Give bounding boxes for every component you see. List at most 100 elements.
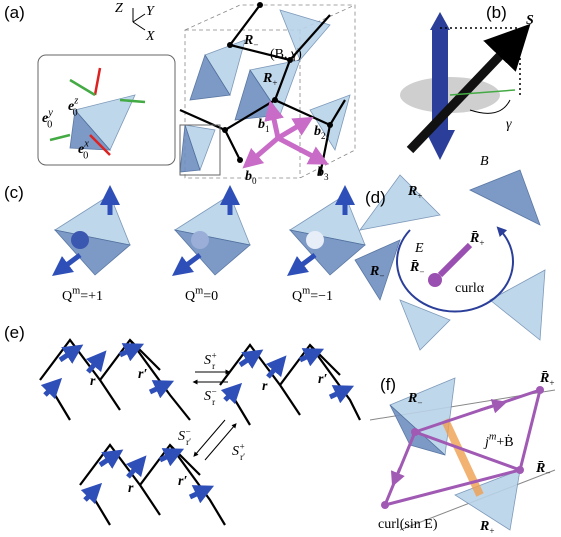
bonds <box>220 345 360 425</box>
label-base: Q <box>185 289 195 304</box>
label-sup: − <box>185 426 191 436</box>
label-base: R̄ <box>539 371 549 386</box>
site-label: R̄+ <box>539 371 554 388</box>
operator-label: S−r <box>204 386 217 407</box>
label-base: R <box>262 71 272 86</box>
label-base: Q <box>62 289 72 304</box>
label-sub: 0 <box>73 108 78 119</box>
site-label: R− <box>243 33 258 50</box>
label-rest: =−1 <box>310 289 333 304</box>
label-sub: 1 <box>265 124 270 134</box>
label-sub: 0 <box>47 120 52 131</box>
label-base: S <box>232 444 239 459</box>
label-base: b <box>314 124 321 139</box>
panel-label: (f) <box>380 375 396 394</box>
label-sub: r <box>212 361 215 371</box>
label-base: R̄ <box>469 231 479 246</box>
operator-label: S+r′ <box>232 441 245 462</box>
label-base: b <box>245 169 252 184</box>
loop-arrow <box>480 404 500 410</box>
bonds <box>40 340 190 420</box>
label-sub: 3 <box>324 172 329 182</box>
label-base: R <box>243 33 253 48</box>
bonds <box>80 445 225 525</box>
vector-arrow <box>278 122 305 138</box>
current-label: jm+Ḃ <box>483 432 514 450</box>
site-label: R+ <box>479 519 494 536</box>
label-base: S <box>178 429 185 444</box>
spin-label: S <box>526 13 534 28</box>
operator-label: S−r′ <box>178 426 191 447</box>
panel-label: (b) <box>486 3 507 22</box>
curl-label: curlα <box>455 281 485 296</box>
label-rest: =+1 <box>80 289 103 304</box>
panel-label: (a) <box>4 3 25 22</box>
label-sup: z <box>73 96 78 107</box>
label-base: R̄ <box>409 260 419 275</box>
label-sub: − <box>419 267 424 277</box>
label-base: S <box>204 353 211 368</box>
label-sup: + <box>211 350 217 360</box>
field-arrow-head <box>428 273 442 287</box>
tetra <box>470 170 540 225</box>
spins <box>45 348 345 500</box>
label-sub: − <box>379 271 384 281</box>
label-sup: m <box>302 286 310 297</box>
site-label: r′ <box>138 367 147 382</box>
label-base: R <box>407 184 417 199</box>
site-label: R+ <box>407 184 422 201</box>
spin <box>180 255 200 270</box>
label-sub: − <box>253 40 258 50</box>
label-base: R <box>407 391 417 406</box>
label-base: Q <box>292 289 302 304</box>
axis <box>133 22 145 30</box>
charge-label: Qm=+1 <box>62 286 103 304</box>
site-label: r <box>128 481 134 496</box>
label-sub: 2 <box>321 131 326 141</box>
label-sup: m <box>72 286 80 297</box>
site-label: r′ <box>318 372 327 387</box>
vector-arrow <box>278 138 320 160</box>
axis-label: X <box>145 29 155 44</box>
label-sub: + <box>479 238 484 248</box>
label-base: S <box>204 389 211 404</box>
panel-d: (d) R+ R− E R̄+ R̄− curlα <box>355 170 545 350</box>
label-sup: x <box>83 139 89 150</box>
label-sub: − <box>417 398 422 408</box>
label-sub: + <box>417 191 422 201</box>
panel-b: (b) S γ B <box>400 3 534 169</box>
label-rest: +Ḃ <box>496 434 513 450</box>
tetra <box>400 300 450 350</box>
vector-arrow <box>250 138 278 162</box>
angle-label: γ <box>506 117 512 132</box>
vector-label: b1 <box>258 117 270 134</box>
label-sub: r′ <box>240 452 245 462</box>
field-label: E <box>414 241 424 256</box>
transition-arrow <box>205 425 235 460</box>
label-sub: r′ <box>186 437 191 447</box>
figure: (a) Z Y X R− (B, γ) R+ b1 b2 b0 b3 ey0 e… <box>0 0 561 537</box>
parameter-label: (B, γ) <box>270 47 302 62</box>
label-rest: =0 <box>203 289 218 304</box>
field-label: B <box>480 154 489 169</box>
tetrahedron-2 <box>175 195 250 275</box>
vector-label: b0 <box>245 169 257 186</box>
axis-label: Z <box>115 1 123 16</box>
label-sub: − <box>545 468 550 478</box>
panel-c: (c) Qm=+1 Qm=0 Qm=−1 <box>4 183 365 304</box>
label-sup: − <box>211 386 217 396</box>
operator-label: S+r <box>204 350 217 371</box>
site-label: r <box>262 379 268 394</box>
panel-label: (c) <box>4 183 24 202</box>
label-base: b <box>258 117 265 132</box>
site-label: r′ <box>178 474 187 489</box>
spin <box>60 255 80 270</box>
sphere <box>71 231 89 249</box>
sphere <box>306 231 324 249</box>
field-arrow <box>440 245 470 275</box>
panel-e: (e) r r′ r r′ r r′ S+r S−r S−r′ S+r′ <box>4 323 360 525</box>
label-sub: 0 <box>252 176 257 186</box>
axis <box>133 14 145 22</box>
tetrahedron-1 <box>55 195 130 275</box>
charge-label: Qm=−1 <box>292 286 333 304</box>
